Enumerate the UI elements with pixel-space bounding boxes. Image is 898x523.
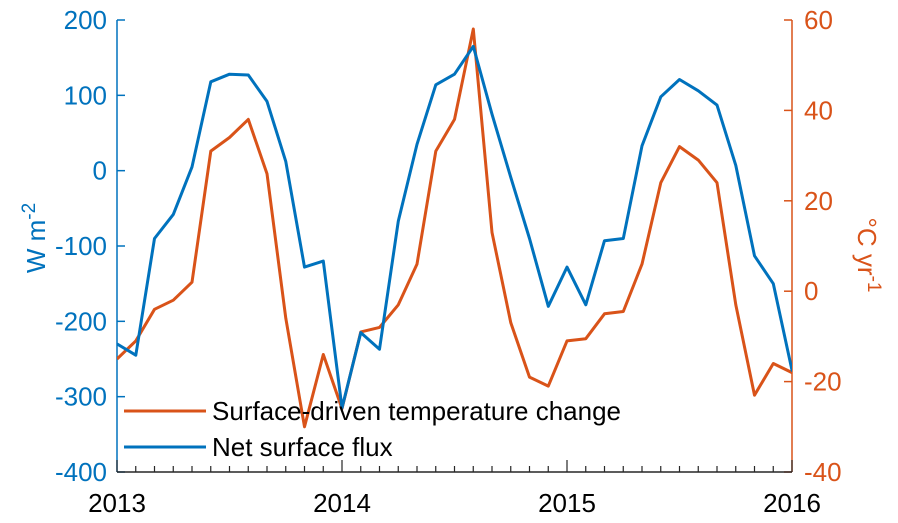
left-axis: 200 100 0 -100 -200 -300 -400 W m-2 [19,5,125,487]
right-tick-label: -20 [804,367,842,397]
right-axis-label-superscript: -1 [863,276,884,293]
left-tick-label: 200 [64,5,107,35]
right-tick-label: 40 [804,95,833,125]
legend-label-net-surface-flux: Net surface flux [212,432,393,462]
right-tick-label: 60 [804,5,833,35]
series-line-surface-driven-temperature-change [117,27,792,429]
legend-label-surface-driven-temperature-change: Surface-driven temperature change [212,396,621,426]
left-axis-label: W m-2 [19,203,51,273]
right-axis: 60 40 20 0 -20 -40 °C yr-1 [784,5,884,487]
left-axis-label-superscript: -2 [19,203,40,220]
left-tick-label: -400 [55,457,107,487]
right-tick-label: 0 [804,276,818,306]
right-axis-label-text: °C yr [852,218,882,276]
left-axis-ticks: 200 100 0 -100 -200 -300 -400 [55,5,125,487]
x-tick-label: 2014 [313,488,371,518]
legend: Surface-driven temperature change Net sur… [124,396,621,462]
left-tick-label: 100 [64,80,107,110]
left-tick-label: -300 [55,382,107,412]
right-tick-label: 20 [804,186,833,216]
right-axis-ticks: 60 40 20 0 -20 -40 [784,5,842,487]
x-axis-ticks: 2013 2014 2015 2016 [88,460,821,518]
left-tick-label: -100 [55,231,107,261]
left-axis-label-text: W m [21,220,51,273]
x-axis: 2013 2014 2015 2016 [88,460,821,518]
right-axis-label: °C yr-1 [852,218,884,293]
right-tick-label: -40 [804,457,842,487]
series-line-net-surface-flux [117,44,792,410]
x-tick-label: 2013 [88,488,146,518]
left-tick-label: -200 [55,306,107,336]
x-tick-label: 2015 [538,488,596,518]
left-tick-label: 0 [93,156,107,186]
series-layer [117,27,792,429]
x-tick-label: 2016 [763,488,821,518]
